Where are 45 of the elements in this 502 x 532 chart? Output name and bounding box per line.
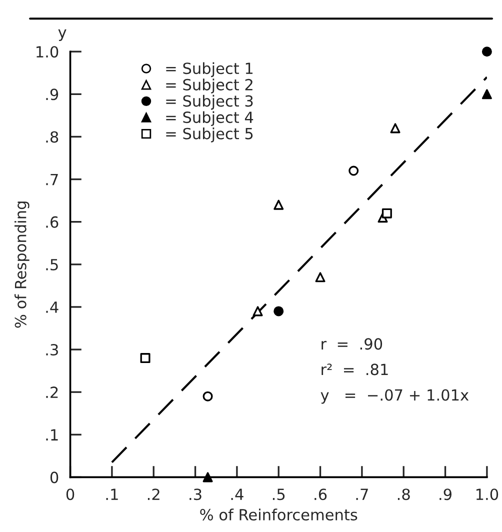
y-tick-label: .5 <box>46 259 58 270</box>
y-tick-label: .3 <box>46 344 58 356</box>
point <box>390 123 400 134</box>
point <box>202 391 213 402</box>
x-tick-label: .3 <box>190 488 202 500</box>
point <box>202 472 213 482</box>
legend-label: = Subject 3 <box>166 94 253 110</box>
legend-label: = Subject 1 <box>166 62 253 78</box>
x-tick-label: .8 <box>398 488 410 500</box>
legend-label: = Subject 2 <box>166 78 252 94</box>
point <box>252 306 263 316</box>
x-tick-label: .2 <box>148 488 160 500</box>
point <box>482 89 492 100</box>
point <box>315 272 326 282</box>
y-tick-label: .9 <box>46 88 58 100</box>
x-tick-label: 1.0 <box>476 488 498 500</box>
x-tick-label: .5 <box>272 488 285 500</box>
point <box>382 208 392 218</box>
y-tick-label: 0 <box>50 472 58 484</box>
y-tick-label: .4 <box>46 302 58 313</box>
point <box>348 166 359 176</box>
y-tick-label: .7 <box>46 174 58 186</box>
legend-label: = Subject 5 <box>166 128 253 142</box>
x-tick-label: .7 <box>356 488 368 500</box>
point <box>274 306 284 316</box>
y-tick-label: .6 <box>46 216 58 228</box>
y-tick-label: .1 <box>46 429 58 440</box>
x-tick-label: .4 <box>231 488 244 500</box>
text: y <box>58 29 66 41</box>
annotation: r = .90 <box>322 338 382 350</box>
annotation: y = −.07 + 1.01x <box>320 389 469 404</box>
x-tick-label: 0 <box>66 488 74 500</box>
point <box>274 200 284 210</box>
x-tick-label: .6 <box>314 488 327 500</box>
x-tick-label: .1 <box>106 488 118 500</box>
y-tick-label: 1.0 <box>36 46 58 58</box>
x-tick-label: .9 <box>440 488 452 500</box>
y-axis-title: % of Responding <box>14 202 30 328</box>
legend-label: = Subject 4 <box>166 111 254 126</box>
point <box>482 46 492 57</box>
y-tick-label: .8 <box>46 131 58 143</box>
x-axis-title: % of Reinforcements <box>200 508 358 520</box>
y-tick-label: .2 <box>46 386 58 398</box>
point <box>140 353 150 364</box>
annotation: r² = .81 <box>322 364 388 376</box>
